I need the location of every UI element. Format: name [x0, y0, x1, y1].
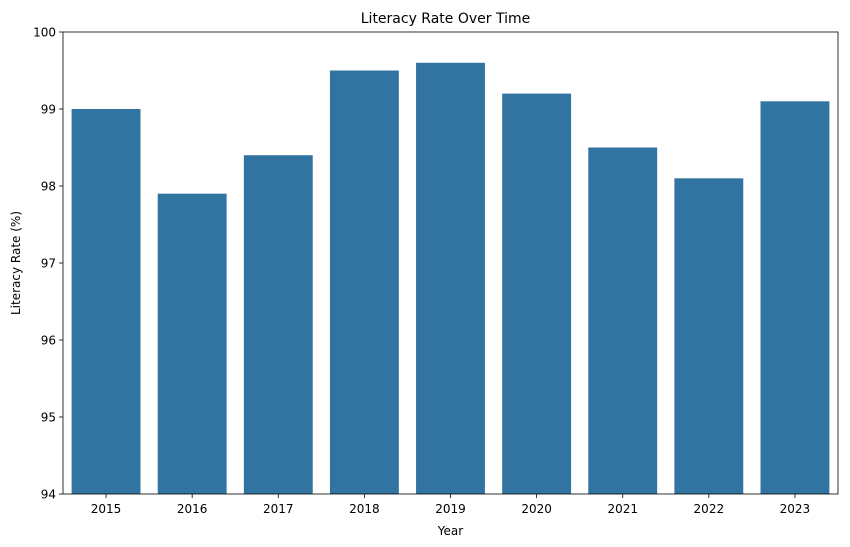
bar-2022	[674, 178, 744, 495]
y-tick-label-98: 98	[41, 180, 56, 194]
bar-2023	[760, 101, 830, 495]
bar-2016	[157, 193, 227, 494]
bar-2020	[502, 93, 572, 494]
y-axis: 94 95 96 97 98 99 100	[33, 26, 63, 502]
y-tick-label-99: 99	[41, 103, 56, 117]
x-axis-label: Year	[437, 524, 463, 538]
y-tick-label-94: 94	[41, 488, 56, 502]
x-tick-label-2023: 2023	[780, 502, 811, 516]
y-tick-label-97: 97	[41, 257, 56, 271]
x-tick-label-2016: 2016	[177, 502, 208, 516]
y-tick-label-96: 96	[41, 334, 56, 348]
bars-group	[71, 62, 830, 495]
x-axis: 2015 2016 2017 2018 2019 2020 2021 2022 2023	[91, 494, 810, 516]
x-tick-label-2018: 2018	[349, 502, 380, 516]
x-tick-label-2022: 2022	[694, 502, 725, 516]
plot-frame	[62, 31, 839, 495]
x-tick-label-2015: 2015	[91, 502, 122, 516]
bar-2018	[329, 70, 399, 494]
chart-title: Literacy Rate Over Time	[361, 11, 531, 27]
y-tick-label-100: 100	[33, 26, 56, 40]
bar-2021	[588, 147, 658, 494]
x-tick-label-2019: 2019	[435, 502, 466, 516]
x-tick-label-2020: 2020	[521, 502, 552, 516]
bar-2017	[243, 155, 313, 494]
y-axis-label: Literacy Rate (%)	[9, 211, 23, 315]
x-tick-label-2017: 2017	[263, 502, 294, 516]
x-tick-label-2021: 2021	[607, 502, 638, 516]
bar-2019	[416, 62, 485, 495]
bar-2015	[71, 109, 141, 494]
y-tick-label-95: 95	[41, 411, 56, 425]
